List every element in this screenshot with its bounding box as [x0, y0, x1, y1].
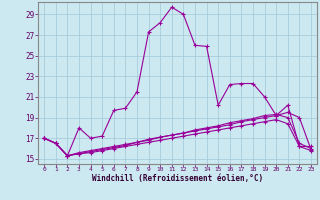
X-axis label: Windchill (Refroidissement éolien,°C): Windchill (Refroidissement éolien,°C)	[92, 174, 263, 183]
